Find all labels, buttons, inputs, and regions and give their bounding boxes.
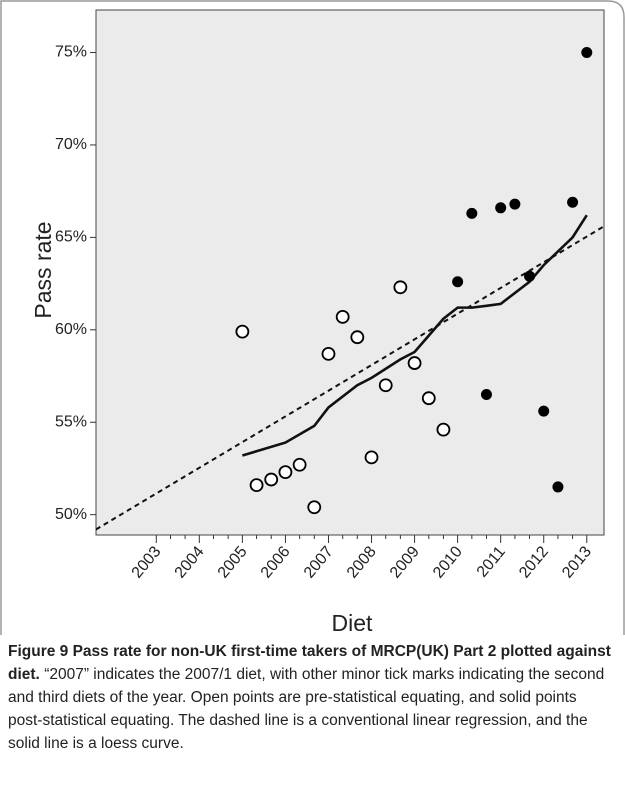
x-tick-label: 2012 bbox=[516, 543, 552, 581]
point bbox=[466, 207, 478, 219]
x-tick-label: 2011 bbox=[474, 543, 509, 580]
point bbox=[249, 478, 264, 492]
y-tick-label: 75% bbox=[55, 44, 87, 61]
point bbox=[452, 276, 464, 288]
point bbox=[350, 330, 365, 345]
point bbox=[436, 422, 451, 437]
point bbox=[524, 270, 536, 282]
y-tick-label: 50% bbox=[55, 506, 87, 523]
y-tick-label: 70% bbox=[55, 136, 87, 153]
point bbox=[292, 457, 307, 472]
y-axis-label: Pass rate bbox=[30, 221, 56, 318]
point bbox=[567, 196, 579, 208]
x-tick-label: 2010 bbox=[430, 543, 466, 581]
x-tick-label: 2009 bbox=[387, 543, 423, 581]
x-tick-label: 2006 bbox=[258, 543, 294, 581]
plot-area bbox=[95, 9, 605, 536]
point bbox=[538, 405, 550, 417]
y-tick-label: 60% bbox=[55, 321, 87, 338]
point bbox=[581, 47, 593, 59]
y-tick-label: 65% bbox=[55, 229, 87, 246]
point bbox=[278, 465, 293, 480]
x-tick-label: 2007 bbox=[301, 543, 337, 581]
point bbox=[509, 198, 521, 210]
caption-title: Figure 9 Pass rate for non-UK first-time… bbox=[8, 643, 611, 683]
point bbox=[407, 356, 422, 370]
point bbox=[480, 389, 492, 401]
x-tick-label: 2005 bbox=[215, 543, 251, 581]
figure-frame bbox=[0, 0, 625, 635]
x-tick-label: 2003 bbox=[129, 543, 165, 581]
point bbox=[235, 324, 250, 339]
point bbox=[335, 309, 350, 324]
point bbox=[364, 450, 379, 465]
point bbox=[264, 472, 279, 487]
point bbox=[321, 346, 336, 361]
x-axis-label: Diet bbox=[332, 610, 374, 636]
caption: Figure 9 Pass rate for non-UK first-time… bbox=[8, 640, 614, 755]
x-tick-label: 2008 bbox=[344, 543, 380, 581]
point bbox=[393, 280, 408, 295]
point bbox=[378, 378, 393, 393]
caption-text: “2007” indicates the 2007/1 diet, with o… bbox=[8, 666, 605, 752]
x-tick-label: 2013 bbox=[559, 543, 595, 581]
point bbox=[421, 391, 436, 406]
point bbox=[552, 481, 564, 493]
point bbox=[307, 500, 322, 515]
point bbox=[495, 202, 507, 214]
y-tick-label: 55% bbox=[55, 413, 87, 430]
x-tick-label: 2004 bbox=[172, 543, 208, 581]
